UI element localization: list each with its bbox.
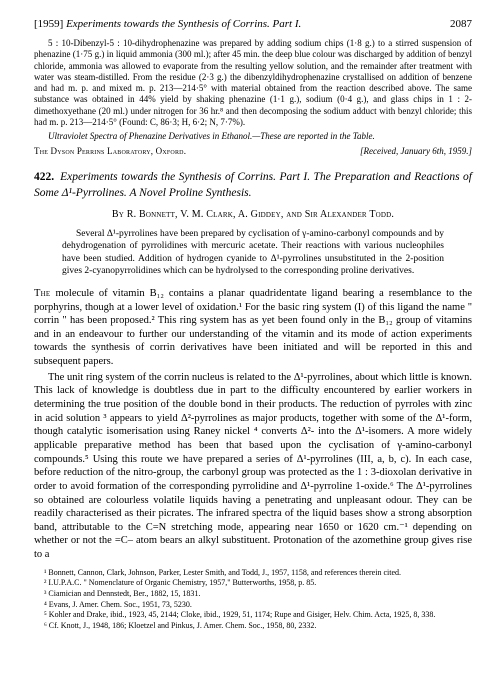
running-head: [1959] Experiments towards the Synthesis… — [34, 18, 472, 30]
article-title: 422.Experiments towards the Synthesis of… — [34, 170, 472, 201]
authors-text: By R. Bonnett, V. M. Clark, A. Giddey, a… — [112, 209, 394, 220]
received-date: [Received, January 6th, 1959.] — [360, 146, 472, 156]
prev-article-para-1: 5 : 10-Dibenzyl-5 : 10-dihydrophenazine … — [34, 38, 472, 128]
running-head-left: [1959] Experiments towards the Synthesis… — [34, 18, 301, 30]
footnote-3: ³ Ciamician and Dennstedt, Ber., 1882, 1… — [34, 589, 472, 599]
body-para-1-rest: molecule of vitamin B₁₂ contains a plana… — [34, 288, 472, 367]
footnotes: ¹ Bonnett, Cannon, Clark, Johnson, Parke… — [34, 568, 472, 631]
body-para-1: The molecule of vitamin B₁₂ contains a p… — [34, 287, 472, 369]
authors-line: By R. Bonnett, V. M. Clark, A. Giddey, a… — [34, 209, 472, 220]
body-para-1-lead: The — [34, 288, 55, 299]
page: [1959] Experiments towards the Synthesis… — [0, 0, 500, 651]
article-number: 422. — [34, 171, 54, 183]
body-para-2: The unit ring system of the corrin nucle… — [34, 371, 472, 562]
prev-article-uv-line: Ultraviolet Spectra of Phenazine Derivat… — [48, 131, 375, 141]
prev-article-para-2: Ultraviolet Spectra of Phenazine Derivat… — [34, 131, 472, 142]
footnote-6: ⁶ Cf. Knott, J., 1948, 186; Kloetzel and… — [34, 621, 472, 631]
footnote-5: ⁵ Kohler and Drake, ibid., 1923, 45, 214… — [34, 610, 472, 620]
attribution-line: The Dyson Perrins Laboratory, Oxford. [R… — [34, 146, 472, 156]
abstract-text: Several Δ¹-pyrrolines have been prepared… — [62, 228, 444, 277]
running-head-title: Experiments towards the Synthesis of Cor… — [66, 18, 301, 30]
footnote-4: ⁴ Evans, J. Amer. Chem. Soc., 1951, 73, … — [34, 600, 472, 610]
lab-name: The Dyson Perrins Laboratory, Oxford. — [34, 146, 186, 156]
page-number: 2087 — [450, 18, 472, 30]
abstract: Several Δ¹-pyrrolines have been prepared… — [62, 228, 444, 277]
running-head-year: [1959] — [34, 18, 63, 30]
footnote-2: ² I.U.P.A.C. " Nomenclature of Organic C… — [34, 578, 472, 588]
article-title-text: Experiments towards the Synthesis of Cor… — [34, 171, 472, 199]
footnote-1: ¹ Bonnett, Cannon, Clark, Johnson, Parke… — [34, 568, 472, 578]
